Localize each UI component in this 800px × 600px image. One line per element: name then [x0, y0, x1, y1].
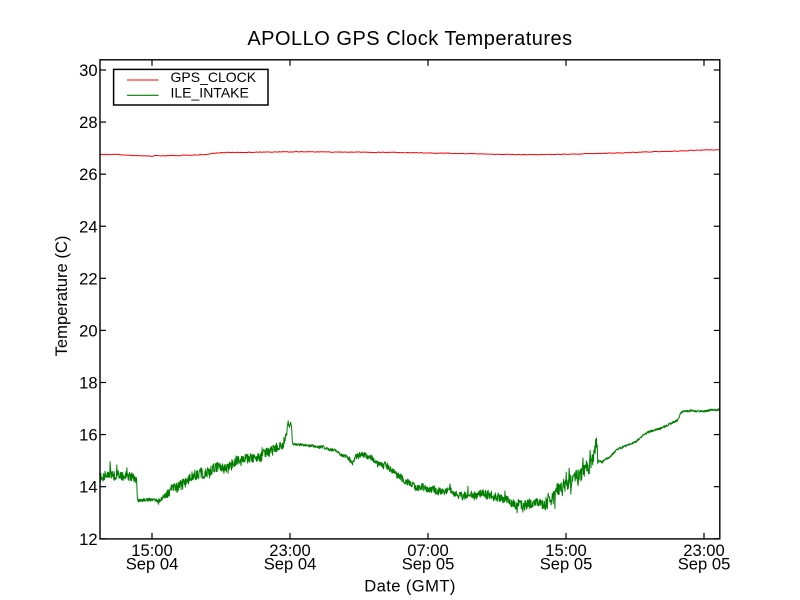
svg-text:Temperature (C): Temperature (C): [52, 236, 71, 357]
svg-text:16: 16: [79, 426, 97, 445]
svg-text:15:00: 15:00: [545, 541, 587, 560]
svg-text:Sep 04: Sep 04: [264, 555, 317, 574]
svg-text:ILE_INTAKE: ILE_INTAKE: [171, 85, 249, 101]
svg-text:22: 22: [79, 269, 97, 288]
svg-text:24: 24: [79, 217, 97, 236]
svg-text:APOLLO GPS Clock Temperatures: APOLLO GPS Clock Temperatures: [247, 28, 572, 50]
svg-text:07:00: 07:00: [407, 541, 449, 560]
svg-text:26: 26: [79, 165, 97, 184]
svg-text:Sep 04: Sep 04: [126, 555, 179, 574]
svg-text:18: 18: [79, 374, 97, 393]
svg-text:23:00: 23:00: [269, 541, 311, 560]
svg-text:12: 12: [79, 530, 97, 549]
svg-text:GPS_CLOCK: GPS_CLOCK: [171, 69, 257, 85]
svg-text:28: 28: [79, 113, 97, 132]
svg-text:14: 14: [79, 478, 97, 497]
svg-text:Sep 05: Sep 05: [678, 555, 731, 574]
svg-text:Sep 05: Sep 05: [402, 555, 455, 574]
svg-text:30: 30: [79, 61, 97, 80]
svg-text:23:00: 23:00: [683, 541, 725, 560]
svg-text:20: 20: [79, 321, 97, 340]
svg-text:Date (GMT): Date (GMT): [364, 577, 456, 596]
svg-text:15:00: 15:00: [131, 541, 173, 560]
svg-text:Sep 05: Sep 05: [540, 555, 593, 574]
